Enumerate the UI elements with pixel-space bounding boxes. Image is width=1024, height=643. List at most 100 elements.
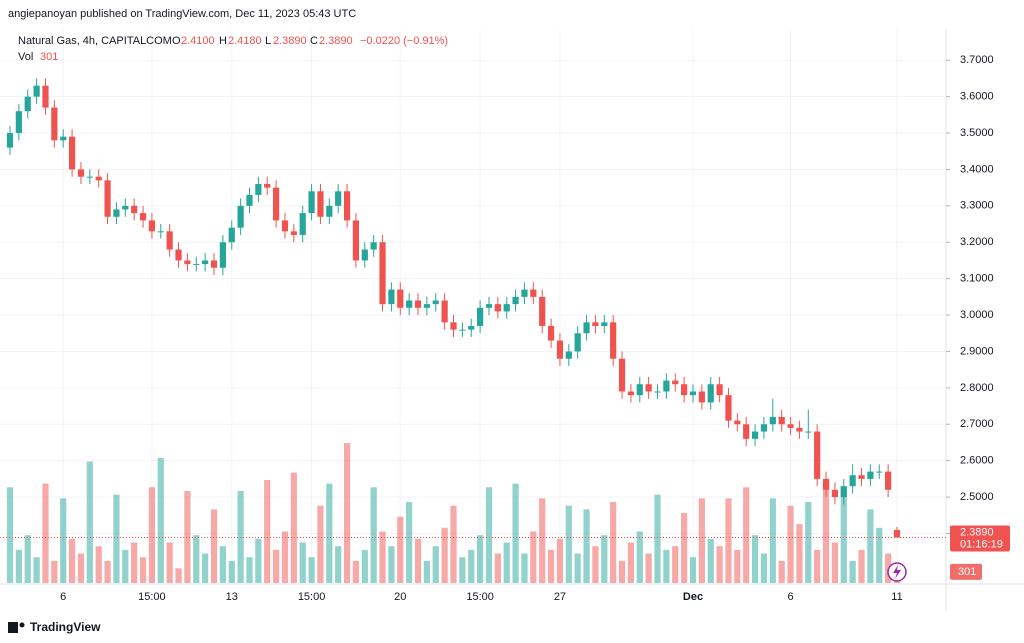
- volume-bar: [725, 498, 732, 583]
- candle-body: [610, 322, 617, 359]
- candle-body: [867, 471, 874, 479]
- candle-body: [530, 289, 537, 297]
- candle-body: [246, 194, 253, 206]
- candle-body: [281, 220, 289, 232]
- change: −0.0220 (−0.91%): [360, 35, 448, 47]
- candle-body: [255, 183, 262, 195]
- last-volume-tag: [950, 563, 982, 580]
- volume-bar: [219, 546, 226, 583]
- l-value: 2.3890: [273, 35, 307, 47]
- candle-body: [769, 416, 776, 425]
- candle-body: [352, 220, 360, 261]
- volume-bar: [645, 553, 652, 583]
- volume-bar: [246, 557, 253, 583]
- volume-bar: [805, 502, 812, 583]
- volume-bar: [148, 487, 156, 583]
- candle-body: [42, 85, 49, 108]
- volume-bar: [485, 487, 493, 583]
- x-tick-label: Dec: [683, 591, 703, 603]
- candle-body: [68, 136, 76, 170]
- candle-body: [459, 329, 466, 331]
- candle-body: [264, 183, 271, 188]
- candle-body: [814, 431, 821, 479]
- candle-body: [618, 358, 626, 392]
- volume-bar: [308, 557, 315, 583]
- volume-bar: [60, 498, 67, 583]
- candle-body: [876, 471, 883, 473]
- volume-bar: [184, 491, 191, 583]
- volume-bar: [15, 549, 22, 583]
- candle-body: [485, 304, 493, 308]
- candle-body: [751, 431, 759, 439]
- candle-body: [627, 391, 635, 396]
- footer-brand: TradingView: [30, 620, 101, 634]
- candle-body: [423, 304, 430, 308]
- candle-body: [51, 107, 58, 141]
- candle-body: [122, 205, 129, 210]
- x-tick-label: 13: [226, 591, 238, 603]
- volume-bar: [556, 538, 564, 583]
- volume-bar: [583, 509, 590, 583]
- candle-body: [583, 322, 590, 334]
- c-value: 2.3890: [319, 35, 353, 47]
- candle-body: [326, 205, 333, 217]
- volume-bar: [335, 546, 342, 583]
- volume-bar: [849, 560, 856, 583]
- volume-bar: [95, 546, 102, 583]
- candle-body: [77, 169, 85, 177]
- candle-body: [893, 529, 901, 538]
- volume-bar: [361, 549, 368, 583]
- candle-body: [237, 205, 244, 228]
- volume-bar: [77, 553, 85, 583]
- y-tick-label: 2.9000: [960, 345, 994, 357]
- y-tick-label: 3.1000: [960, 273, 994, 285]
- y-tick-label: 3.6000: [960, 91, 994, 103]
- volume-bar: [157, 457, 164, 583]
- vol-label: Vol: [18, 51, 33, 63]
- c-label: C: [310, 35, 318, 47]
- candle-body: [388, 289, 395, 305]
- volume-bar: [68, 538, 76, 583]
- y-tick-label: 3.4000: [960, 163, 994, 175]
- candle-body: [6, 133, 14, 148]
- candle-body: [521, 289, 528, 297]
- volume-bar: [228, 560, 235, 583]
- y-tick-label: 3.2000: [960, 236, 994, 248]
- volume-bar: [769, 498, 776, 583]
- vol-value: 301: [40, 51, 58, 63]
- candle-body: [219, 242, 226, 268]
- candle-body: [370, 242, 377, 250]
- candle-body: [831, 489, 839, 498]
- volume-bar: [477, 535, 484, 583]
- volume-bar: [698, 498, 705, 583]
- y-tick-label: 2.8000: [960, 382, 994, 394]
- volume-bar: [414, 538, 422, 583]
- l-label: L: [265, 35, 271, 47]
- candle-body: [432, 300, 439, 305]
- candle-body: [672, 380, 679, 385]
- volume-bar: [858, 549, 865, 583]
- volume-bar: [751, 535, 759, 583]
- o-value: 2.4100: [181, 35, 215, 47]
- countdown-label: 01:16:19: [960, 538, 1003, 550]
- candle-body: [15, 111, 22, 134]
- volume-bar: [326, 483, 333, 583]
- candle-body: [202, 260, 209, 265]
- candle-body: [148, 220, 156, 232]
- candle-body: [175, 249, 182, 261]
- y-tick-label: 2.5000: [960, 491, 994, 503]
- volume-bar: [574, 553, 581, 583]
- volume-bar: [42, 483, 49, 583]
- candle-body: [210, 260, 218, 268]
- candle-body: [681, 384, 688, 396]
- volume-bar: [6, 487, 14, 583]
- volume-bar: [814, 549, 821, 583]
- candle-body: [716, 384, 723, 396]
- candle-body: [645, 384, 652, 392]
- candle-body: [512, 296, 519, 305]
- candle-body: [885, 471, 892, 490]
- volume-bar: [33, 557, 40, 583]
- candle-body: [477, 307, 484, 326]
